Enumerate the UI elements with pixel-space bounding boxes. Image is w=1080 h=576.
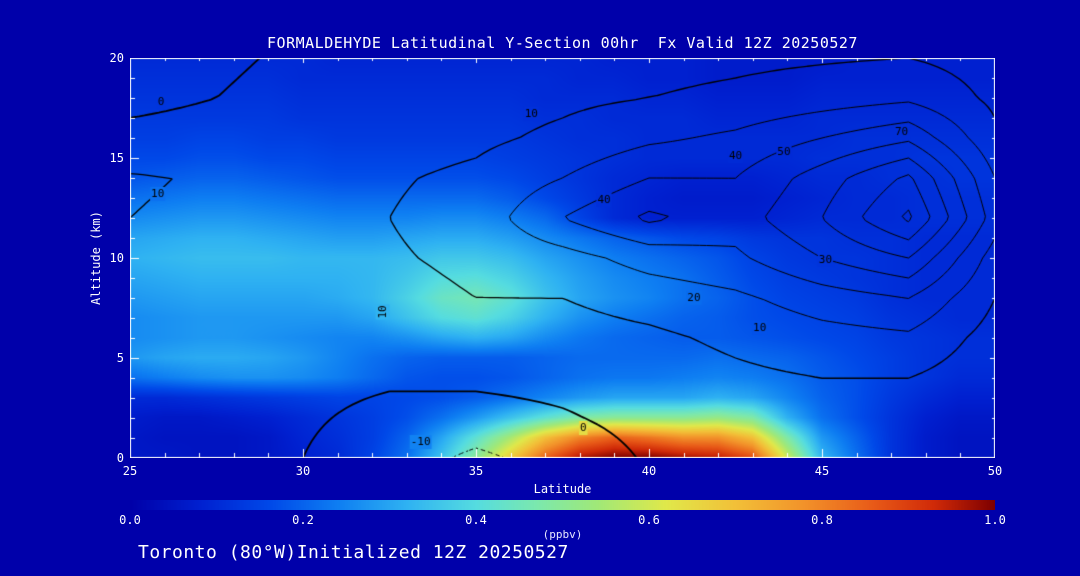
x-tick-label: 50 — [987, 464, 1003, 478]
x-tick-label: 30 — [295, 464, 311, 478]
x-tick-label: 40 — [641, 464, 657, 478]
colorbar-tick-label: 0.0 — [119, 513, 141, 527]
x-tick-label: 25 — [122, 464, 138, 478]
chart-title: FORMALDEHYDE Latitudinal Y-Section 00hr … — [267, 34, 858, 52]
colorbar-tick-label: 0.4 — [465, 513, 487, 527]
x-tick-label: 45 — [814, 464, 830, 478]
colorbar — [130, 500, 995, 510]
initialization-label: Toronto (80°W)Initialized 12Z 20250527 — [138, 542, 569, 563]
colorbar-tick-label: 0.6 — [638, 513, 660, 527]
x-axis-label: Latitude — [533, 482, 592, 496]
colorbar-tick-label: 1.0 — [984, 513, 1006, 527]
colorbar-units-label: (ppbv) — [542, 528, 583, 541]
colorbar-tick-label: 0.2 — [292, 513, 314, 527]
x-tick-label: 35 — [468, 464, 484, 478]
y-tick-label: 0 — [116, 451, 124, 465]
y-tick-label: 20 — [109, 51, 124, 65]
y-tick-label: 10 — [109, 251, 124, 265]
y-tick-label: 5 — [116, 351, 124, 365]
contour-plot-canvas — [130, 58, 995, 458]
y-tick-label: 15 — [109, 151, 124, 165]
colorbar-tick-label: 0.8 — [811, 513, 833, 527]
